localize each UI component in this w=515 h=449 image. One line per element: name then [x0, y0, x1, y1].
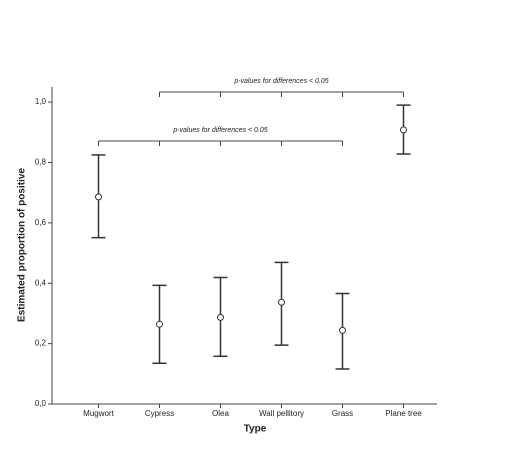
point	[217, 313, 224, 321]
y-tick-label: 0,0	[35, 399, 47, 408]
y-tick-label: 0,4	[35, 278, 47, 287]
x-tick-label: Mugwort	[83, 409, 114, 418]
x-axis-label: Type	[244, 424, 267, 435]
y-tick-label: 1,0	[35, 97, 47, 106]
x-tick-label: Cypress	[145, 409, 174, 418]
x-tick-label: Wall pellitory	[259, 409, 304, 418]
annotation: p-values for differences < 0.05	[233, 78, 328, 85]
annotation: p-values for differences < 0.05	[172, 127, 267, 134]
point	[278, 298, 285, 306]
y-axis-label: Estimated proportion of positive	[17, 168, 28, 322]
x-tick-label: Plane tree	[385, 409, 422, 418]
x-tick-label: Grass	[332, 409, 353, 418]
y-tick-label: 0,8	[35, 158, 47, 167]
point	[156, 320, 163, 328]
point	[400, 126, 407, 134]
y-tick-label: 0,2	[35, 339, 47, 348]
x-tick-label: Olea	[212, 409, 229, 418]
point	[339, 326, 346, 334]
point	[95, 193, 102, 201]
y-tick-label: 0,6	[35, 218, 47, 227]
